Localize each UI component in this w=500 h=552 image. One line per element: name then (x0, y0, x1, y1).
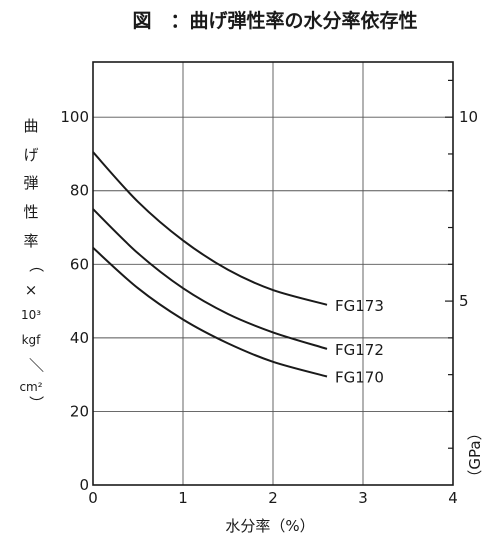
x-tick-label-0: 0 (88, 489, 98, 507)
y-tick-label-1: 20 (70, 402, 89, 420)
y-axis-label-part-6: × (25, 281, 38, 299)
y-axis-label-part-9: ／ (27, 357, 45, 372)
series-labels: FG173 FG172 FG170 (335, 297, 384, 387)
y-tick-label-5: 100 (60, 108, 89, 126)
series-label-fg173: FG173 (335, 297, 384, 315)
y-tick-label-0: 0 (79, 476, 89, 494)
right-tick-labels: 5 10 (459, 108, 478, 310)
plot-frame (92, 61, 454, 486)
y-axis-label-part-3: 性 (23, 203, 38, 221)
y-axis-label-part-8: kgf (22, 333, 42, 347)
x-tick-label-1: 1 (178, 489, 188, 507)
right-axis-label: （GPa） (466, 425, 484, 484)
axis-ticks (445, 79, 453, 449)
y-tick-label-4: 80 (70, 182, 89, 200)
y-axis-label-part-10: cm² (19, 380, 42, 394)
right-tick-label-1: 10 (459, 108, 478, 126)
series-label-fg170: FG170 (335, 368, 384, 386)
series-line-fg170 (92, 247, 328, 378)
y-tick-label-2: 40 (70, 329, 89, 347)
x-tick-label-3: 3 (358, 489, 368, 507)
chart-title: 図 ：曲げ弾性率の水分率依存性 (132, 9, 417, 32)
x-axis-label: 水分率（%） (225, 517, 314, 535)
y-axis-label-part-11: ） (27, 395, 45, 410)
grid-lines (93, 62, 453, 485)
series-label-fg172: FG172 (335, 341, 384, 359)
y-axis-label: 曲げ弾性率 （ × 10³ kgf ／ cm²） (19, 117, 45, 411)
y-axis-label-part-5: （ (27, 257, 45, 272)
y-axis-label-part-1: げ (23, 146, 38, 164)
x-tick-label-4: 4 (448, 489, 458, 507)
x-tick-label-2: 2 (268, 489, 278, 507)
y-axis-label-part-7: 10³ (21, 308, 41, 322)
y-axis-label-part-0: 曲 (23, 117, 38, 135)
series-line-fg172 (92, 208, 328, 350)
series-lines (92, 151, 328, 378)
y-tick-label-3: 60 (70, 255, 89, 273)
series-line-fg173 (92, 151, 328, 306)
x-tick-labels: 0 1 2 3 4 (88, 489, 458, 507)
y-tick-labels: 0 20 40 60 80 100 (60, 108, 89, 494)
y-axis-label-part-2: 弾 (23, 174, 38, 192)
y-axis-label-part-4: 率 (23, 232, 38, 250)
right-tick-label-0: 5 (459, 292, 469, 310)
